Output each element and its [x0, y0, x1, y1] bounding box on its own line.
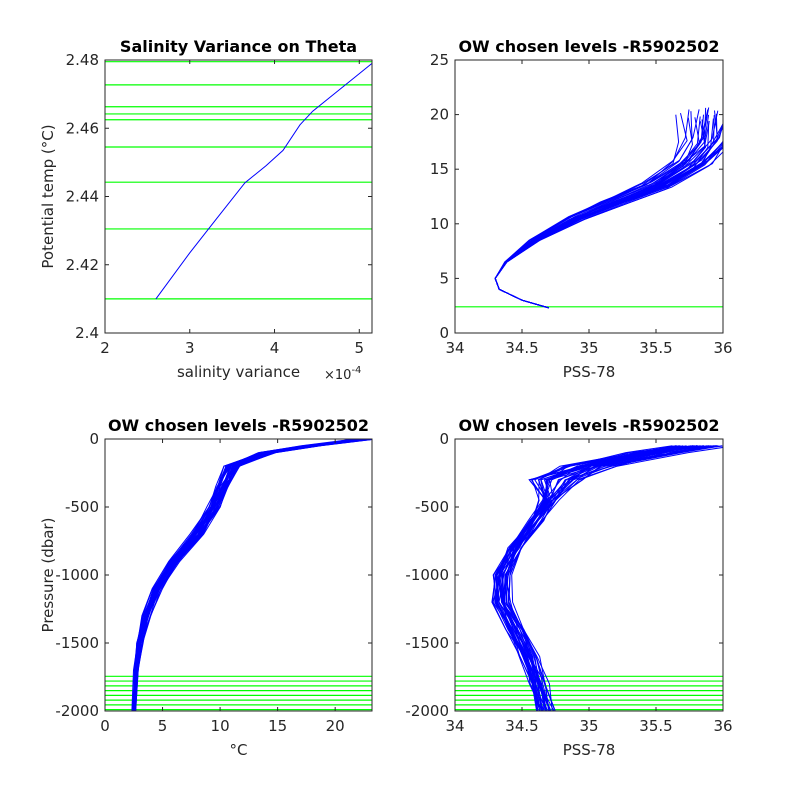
y-tick-label: 5	[439, 269, 449, 287]
profile-line-35	[498, 445, 692, 711]
chart-title: Salinity Variance on Theta	[120, 37, 357, 56]
y-tick-label: -1000	[405, 566, 449, 584]
x-tick-label: 5	[355, 339, 365, 357]
y-tick-label: 15	[430, 160, 449, 178]
x-tick-label: 36	[713, 339, 732, 357]
y-tick-label: 10	[430, 215, 449, 233]
x-axis-exponent-power: -4	[351, 365, 361, 376]
plot-area	[105, 439, 372, 711]
y-tick-label: -500	[415, 498, 449, 516]
x-tick-label: 34.5	[505, 339, 538, 357]
y-tick-label: 20	[430, 106, 449, 124]
y-tick-label: -2000	[55, 702, 99, 720]
x-tick-label: 3	[185, 339, 195, 357]
x-tick-label: 5	[158, 717, 168, 735]
x-tick-label: 35	[579, 339, 598, 357]
panel-salinity-pressure: 34 34.5 35 35.5 36 -2000 -1500 -1000 -500 0 OW cho…	[405, 416, 732, 759]
y-tick-label: 2.46	[66, 119, 99, 137]
x-tick-label: 34.5	[505, 717, 538, 735]
plot-content	[105, 61, 372, 300]
chart-title: OW chosen levels -R5902502	[458, 416, 719, 435]
plot-content	[455, 107, 723, 309]
x-tick-label: 34	[445, 717, 464, 735]
y-tick-label: -1500	[55, 634, 99, 652]
profile-line-35	[494, 114, 680, 309]
y-tick-label: 0	[89, 430, 99, 448]
profile-line-31	[133, 439, 367, 711]
y-tick-label: 0	[439, 324, 449, 342]
x-axis-label: PSS-78	[563, 363, 616, 381]
y-tick-label: -1000	[55, 566, 99, 584]
x-tick-label: 36	[713, 717, 732, 735]
x-axis-exponent: ×10-4	[324, 365, 361, 383]
x-tick-label: 35.5	[639, 717, 672, 735]
x-axis-label: salinity variance	[177, 363, 300, 381]
panel-temperature-pressure: 0 5 10 15 20 -2000 -1500 -1000 -500 0 OW chosen le…	[39, 416, 373, 759]
y-tick-label: 2.44	[66, 188, 99, 206]
x-axis-label: PSS-78	[563, 741, 616, 759]
y-tick-label: 2.4	[75, 324, 99, 342]
x-tick-label: 2	[100, 339, 110, 357]
profile-line-0	[155, 63, 372, 300]
y-tick-label: 2.48	[66, 51, 99, 69]
x-tick-label: 35.5	[639, 339, 672, 357]
profile-line-34	[132, 439, 360, 711]
x-tick-label: 35	[579, 717, 598, 735]
y-tick-label: -1500	[405, 634, 449, 652]
plot-area	[105, 60, 372, 333]
x-tick-label: 0	[100, 717, 110, 735]
x-tick-label: 10	[211, 717, 230, 735]
y-tick-label: -500	[65, 498, 99, 516]
y-tick-label: 0	[439, 430, 449, 448]
x-tick-label: 20	[326, 717, 345, 735]
y-axis-label: Pressure (dbar)	[39, 518, 57, 633]
profile-line-29	[492, 445, 677, 711]
profile-line-30	[508, 445, 723, 711]
x-axis-label: °C	[230, 741, 248, 759]
plot-area	[455, 60, 723, 333]
panel-salinity-variance: 2 3 4 5 2.4 2.42 2.44 2.46 2.48 Salinity Variance…	[39, 37, 373, 383]
y-axis-label: Potential temp (°C)	[39, 124, 57, 268]
y-tick-label: -2000	[405, 702, 449, 720]
y-tick-label: 2.42	[66, 256, 99, 274]
x-tick-label: 15	[268, 717, 287, 735]
x-tick-label: 4	[270, 339, 280, 357]
plot-content	[105, 439, 372, 711]
panel-theta-salinity: 34 34.5 35 35.5 36 0 5 10 15 20 25 OW chosen levels…	[430, 37, 733, 381]
x-tick-label: 34	[445, 339, 464, 357]
y-tick-label: 25	[430, 51, 449, 69]
chart-title: OW chosen levels -R5902502	[108, 416, 369, 435]
profile-line-35	[134, 439, 367, 711]
chart-title: OW chosen levels -R5902502	[458, 37, 719, 56]
plot-content	[455, 445, 723, 711]
